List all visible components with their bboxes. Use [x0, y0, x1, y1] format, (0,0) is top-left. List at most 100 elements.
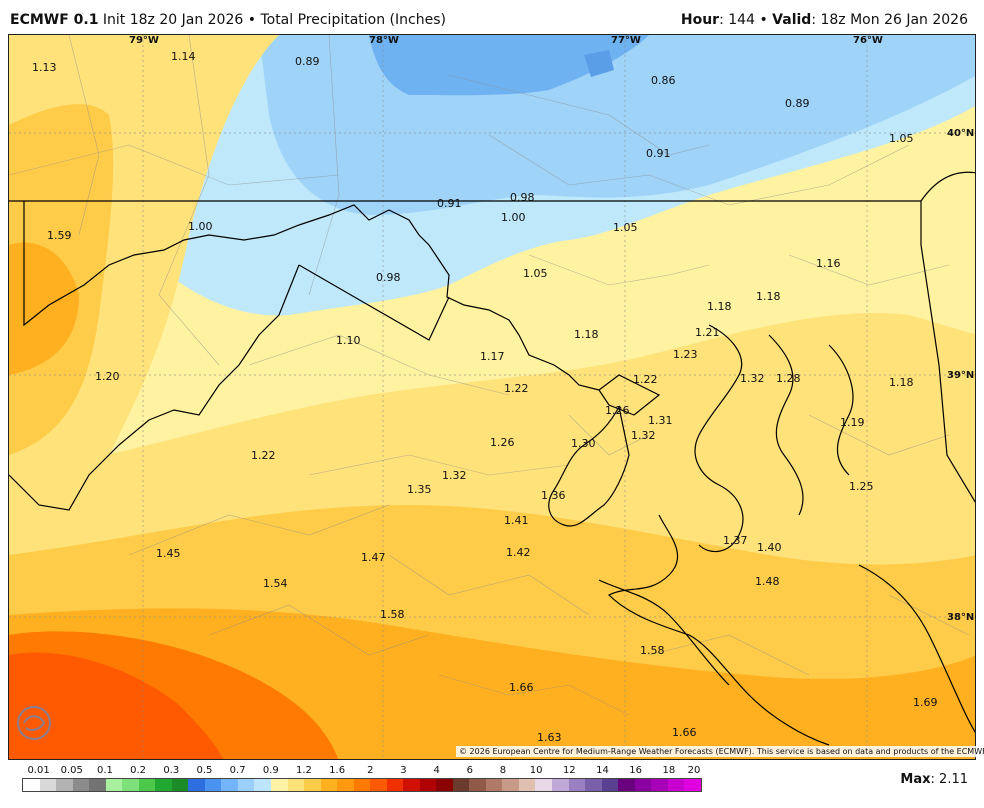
legend-tick: 10 [529, 765, 543, 776]
value-label: 0.98 [510, 191, 535, 204]
value-label: 0.98 [376, 271, 401, 284]
max-value-box: Max: 2.11 [900, 772, 968, 787]
state-borders [9, 171, 975, 746]
legend-tick: 16 [629, 765, 643, 776]
max-label: Max [900, 772, 931, 787]
lon-label: 76°W [853, 35, 883, 46]
legend-tick: 0.01 [27, 765, 50, 776]
value-label: 1.23 [673, 348, 698, 361]
legend-swatch [155, 779, 172, 791]
legend-tick: 6 [466, 765, 473, 776]
lat-label: 39°N [947, 370, 974, 381]
legend-tick: 12 [562, 765, 576, 776]
product-name: Total Precipitation (Inches) [260, 12, 446, 28]
valid-label: Valid [772, 12, 812, 28]
value-labels: 1.13 1.14 0.89 0.86 0.89 1.05 0.91 0.98 … [32, 50, 938, 744]
value-label: 1.47 [361, 551, 386, 564]
legend-tick: 8 [499, 765, 507, 776]
value-label: 1.28 [776, 372, 801, 385]
value-label: 1.69 [913, 696, 938, 709]
legend-swatch [23, 779, 40, 791]
copyright-credit: © 2026 European Centre for Medium-Range … [456, 746, 984, 757]
value-label: 1.41 [504, 514, 529, 527]
value-label: 1.35 [407, 483, 432, 496]
value-label: 1.00 [188, 220, 213, 233]
legend-swatch [485, 779, 503, 791]
value-label: 1.66 [509, 681, 534, 694]
value-label: 1.40 [757, 541, 782, 554]
legend-tick: 0.1 [96, 765, 113, 776]
color-legend: 0.01 0.05 0.1 0.2 0.3 0.5 0.7 0.9 1.2 1.6 2 3 4 6 8 10 1… [22, 765, 702, 801]
value-label: 1.16 [816, 257, 841, 270]
legend-tick: 0.05 [60, 765, 83, 776]
value-label: 1.13 [32, 61, 57, 74]
legend-swatch [254, 779, 271, 791]
legend-swatch [105, 779, 123, 791]
legend-swatch [436, 779, 453, 791]
legend-swatch [568, 779, 586, 791]
value-label: 1.05 [889, 132, 914, 145]
legend-swatch [386, 779, 404, 791]
header-left: ECMWF 0.1 Init 18z 20 Jan 2026 • Total P… [10, 12, 446, 28]
separator-2: • [759, 12, 768, 28]
weatherbell-logo-icon [17, 706, 51, 740]
legend-swatch [270, 779, 288, 791]
value-label: 1.63 [537, 731, 562, 744]
legend-tick: 2 [367, 765, 374, 776]
value-label: 1.66 [672, 726, 697, 739]
legend-swatch [188, 779, 205, 791]
value-label: 1.17 [480, 350, 505, 363]
legend-swatch [634, 779, 652, 791]
value-label: 1.18 [889, 376, 914, 389]
legend-swatch [667, 779, 685, 791]
header-right: Hour: 144 • Valid: 18z Mon 26 Jan 2026 [680, 12, 968, 28]
precip-map: 79°W 78°W 77°W 76°W 40°N 39°N 38°N 1.13 … [9, 35, 975, 759]
value-label: 1.58 [380, 608, 405, 621]
value-label: 0.91 [646, 147, 671, 160]
value-label: 1.00 [501, 211, 526, 224]
map-panel: 79°W 78°W 77°W 76°W 40°N 39°N 38°N 1.13 … [8, 34, 976, 760]
lon-label: 78°W [369, 35, 399, 46]
legend-tick: 1.6 [329, 765, 346, 776]
value-label: 1.19 [840, 416, 865, 429]
legend-swatch [56, 779, 73, 791]
shade-blue-spot [584, 50, 614, 77]
shade-medium-blue [369, 35, 649, 96]
value-label: 1.59 [47, 229, 72, 242]
legend-swatch [138, 779, 156, 791]
lat-label: 40°N [947, 128, 974, 139]
shade-red [9, 652, 224, 759]
value-label: 1.20 [95, 370, 120, 383]
legend-swatch [419, 779, 437, 791]
value-label: 1.22 [251, 449, 276, 462]
value-label: 1.25 [849, 480, 874, 493]
value-label: 1.10 [336, 334, 361, 347]
legend-swatch [651, 779, 668, 791]
legend-tick: 18 [662, 765, 676, 776]
legend-ticks: 0.01 0.05 0.1 0.2 0.3 0.5 0.7 0.9 1.2 1.6 2 3 4 6 8 10 1… [22, 765, 702, 777]
legend-tick: 14 [596, 765, 609, 776]
legend-swatch [337, 779, 354, 791]
legend-swatch [403, 779, 420, 791]
value-label: 0.91 [437, 197, 462, 210]
value-label: 1.18 [756, 290, 781, 303]
value-label: 1.26 [490, 436, 515, 449]
value-label: 1.05 [523, 267, 548, 280]
legend-swatch [204, 779, 222, 791]
value-label: 1.26 [605, 404, 630, 417]
legend-swatch [601, 779, 619, 791]
header: ECMWF 0.1 Init 18z 20 Jan 2026 • Total P… [0, 0, 984, 34]
value-label: 1.22 [504, 382, 529, 395]
max-value: 2.11 [939, 772, 968, 787]
value-label: 1.37 [723, 534, 748, 547]
legend-swatch [535, 779, 552, 791]
legend-swatch [122, 779, 139, 791]
value-label: 1.32 [740, 372, 765, 385]
legend-swatch [370, 779, 387, 791]
legend-swatch [320, 779, 338, 791]
legend-swatch [452, 779, 470, 791]
hour-value: 144 [728, 12, 755, 28]
lat-label: 38°N [947, 612, 974, 623]
legend-swatch [39, 779, 57, 791]
legend-swatch [518, 779, 536, 791]
